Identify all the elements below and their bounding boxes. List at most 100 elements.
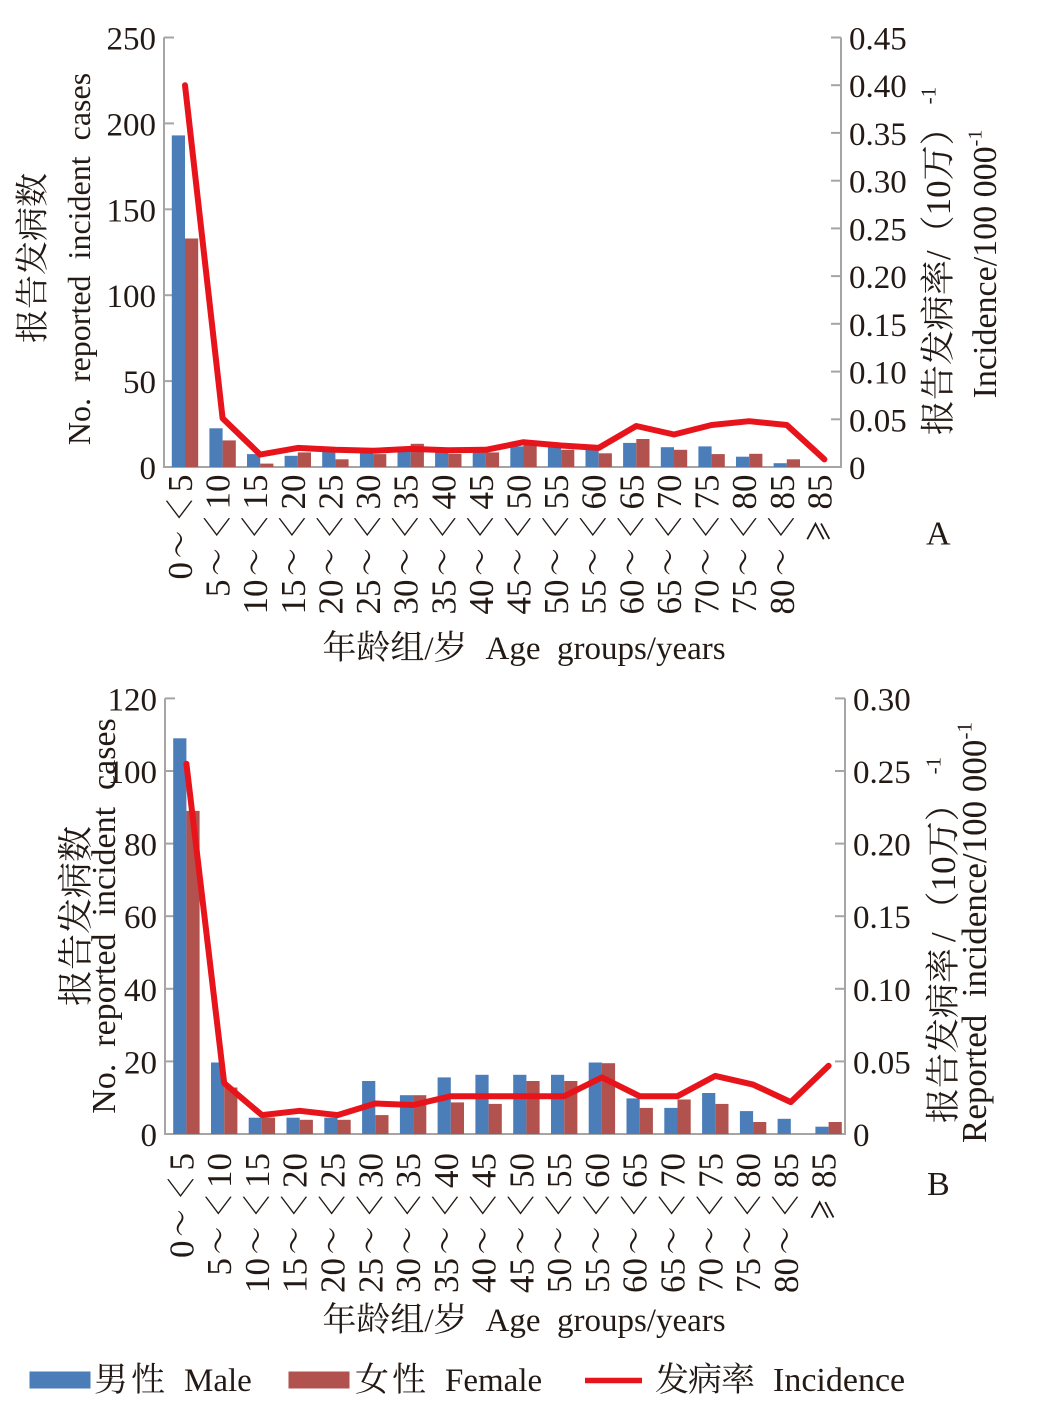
svg-text:80: 80 (763, 580, 802, 615)
svg-text:-1: -1 (952, 722, 976, 740)
svg-text:/: / (424, 631, 434, 667)
svg-text:10: 10 (919, 180, 958, 215)
svg-text:0.25: 0.25 (849, 212, 907, 248)
svg-text:0: 0 (849, 451, 866, 487)
svg-text:70: 70 (688, 580, 727, 615)
svg-text:65: 65 (612, 475, 651, 510)
svg-text:Male: Male (184, 1363, 252, 1399)
svg-text:0.30: 0.30 (849, 165, 907, 201)
svg-text:0.15: 0.15 (853, 900, 911, 936)
svg-text:85: 85 (800, 475, 839, 510)
svg-text:20: 20 (124, 1045, 157, 1081)
svg-text:30: 30 (389, 1258, 428, 1293)
svg-text:65: 65 (654, 1258, 693, 1293)
svg-text:20: 20 (314, 1258, 353, 1293)
svg-text:0.05: 0.05 (853, 1045, 911, 1081)
svg-text:Incidence: Incidence (773, 1362, 905, 1399)
svg-text:0.05: 0.05 (849, 403, 907, 439)
svg-text:70: 70 (654, 1153, 693, 1188)
svg-text:250: 250 (107, 22, 157, 58)
svg-text:30: 30 (387, 580, 426, 615)
svg-text:Female: Female (445, 1363, 542, 1399)
svg-text:/: / (924, 932, 963, 942)
svg-text:10: 10 (238, 1258, 277, 1293)
svg-text:0.30: 0.30 (853, 682, 911, 718)
svg-text:10: 10 (924, 856, 963, 891)
svg-text:35: 35 (387, 475, 426, 510)
svg-text:40: 40 (424, 475, 463, 510)
svg-text:0: 0 (141, 1118, 158, 1154)
svg-text:0: 0 (161, 562, 200, 580)
svg-text:45: 45 (500, 580, 539, 615)
svg-text:No. reported incident cases: No. reported incident cases (61, 73, 97, 445)
svg-text:Reported incidence/100 000: Reported incidence/100 000 (955, 740, 994, 1143)
svg-text:60: 60 (575, 475, 614, 510)
svg-text:/: / (424, 1303, 434, 1339)
svg-text:0: 0 (140, 451, 157, 487)
svg-text:0.35: 0.35 (849, 117, 907, 153)
svg-text:50: 50 (123, 365, 156, 401)
svg-text:55: 55 (578, 1258, 617, 1293)
svg-text:25: 25 (314, 1153, 353, 1188)
svg-text:60: 60 (124, 900, 157, 936)
svg-text:0.10: 0.10 (849, 356, 907, 392)
svg-text:75: 75 (688, 475, 727, 510)
svg-text:0.20: 0.20 (849, 260, 907, 296)
svg-text:45: 45 (502, 1258, 541, 1293)
svg-text:80: 80 (725, 475, 764, 510)
svg-text:0.20: 0.20 (853, 828, 911, 864)
svg-text:0.10: 0.10 (853, 973, 911, 1009)
svg-text:85: 85 (805, 1153, 844, 1188)
svg-text:35: 35 (389, 1153, 428, 1188)
svg-text:60: 60 (616, 1258, 655, 1293)
svg-text:55: 55 (540, 1153, 579, 1188)
svg-text:50: 50 (540, 1258, 579, 1293)
svg-text:10: 10 (199, 475, 238, 510)
svg-text:0: 0 (853, 1118, 870, 1154)
svg-text:65: 65 (650, 580, 689, 615)
svg-text:B: B (927, 1166, 950, 1203)
svg-text:5: 5 (200, 1258, 239, 1276)
svg-text:Incidence/100 000: Incidence/100 000 (967, 146, 1004, 398)
svg-text:25: 25 (349, 580, 388, 615)
svg-text:15: 15 (274, 580, 313, 615)
svg-text:80: 80 (767, 1258, 806, 1293)
svg-text:A: A (926, 516, 951, 553)
svg-text:Age groups/years: Age groups/years (486, 631, 726, 667)
svg-text:35: 35 (427, 1258, 466, 1293)
svg-text:30: 30 (349, 475, 388, 510)
svg-text:25: 25 (311, 475, 350, 510)
svg-text:40: 40 (465, 1258, 504, 1293)
svg-text:200: 200 (107, 107, 157, 143)
svg-text:15: 15 (238, 1153, 277, 1188)
svg-text:55: 55 (575, 580, 614, 615)
svg-text:40: 40 (124, 973, 157, 1009)
svg-text:80: 80 (729, 1153, 768, 1188)
svg-text:10: 10 (236, 580, 275, 615)
svg-text:0.15: 0.15 (849, 308, 907, 344)
svg-text:No. reported incident cases: No. reported incident cases (86, 718, 123, 1114)
svg-text:70: 70 (650, 475, 689, 510)
svg-text:-1: -1 (916, 87, 940, 105)
svg-text:20: 20 (274, 475, 313, 510)
svg-text:0.40: 0.40 (849, 69, 907, 105)
svg-text:15: 15 (276, 1258, 315, 1293)
svg-text:45: 45 (465, 1153, 504, 1188)
svg-text:15: 15 (236, 475, 275, 510)
svg-text:85: 85 (763, 475, 802, 510)
svg-text:50: 50 (502, 1153, 541, 1188)
svg-text:120: 120 (108, 682, 158, 718)
svg-text:30: 30 (351, 1153, 390, 1188)
svg-text:25: 25 (351, 1258, 390, 1293)
svg-text:20: 20 (311, 580, 350, 615)
svg-text:100: 100 (107, 279, 157, 315)
svg-text:0.45: 0.45 (849, 22, 907, 58)
svg-text:Age groups/years: Age groups/years (486, 1303, 726, 1339)
svg-text:70: 70 (691, 1258, 730, 1293)
svg-text:5: 5 (199, 580, 238, 598)
svg-text:10: 10 (200, 1153, 239, 1188)
svg-text:0.25: 0.25 (853, 755, 911, 791)
svg-text:55: 55 (537, 475, 576, 510)
svg-text:75: 75 (729, 1258, 768, 1293)
svg-text:40: 40 (427, 1153, 466, 1188)
